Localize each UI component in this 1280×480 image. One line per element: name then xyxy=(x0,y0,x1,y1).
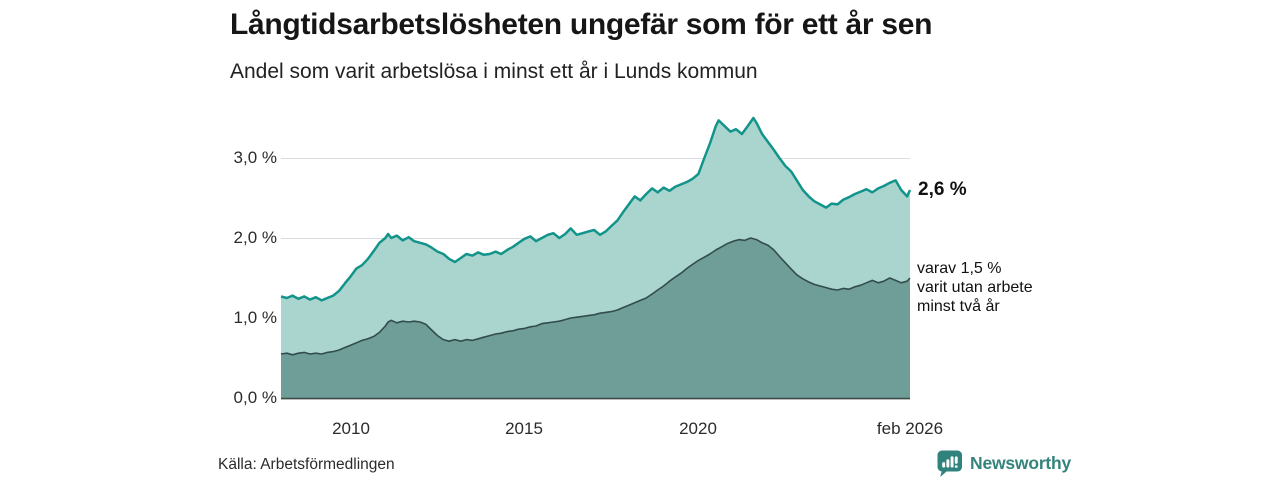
brand-name: Newsworthy xyxy=(970,452,1072,473)
chart-title: Långtidsarbetslösheten ungefär som för e… xyxy=(230,8,933,41)
subset-label-line: varit utan arbete xyxy=(917,279,1033,296)
y-axis-tick-label: 0,0 % xyxy=(233,388,277,407)
newsworthy-brand: Newsworthy xyxy=(936,448,1071,478)
subset-label-line: minst två år xyxy=(917,298,1000,315)
current-value-label-total: 2,6 % xyxy=(918,179,967,200)
y-axis-tick-label: 3,0 % xyxy=(233,148,277,167)
current-value-label-subset: varav 1,5 % varit utan arbete minst två … xyxy=(917,259,1033,316)
area-line-series-1 xyxy=(280,237,911,356)
source-note: Källa: Arbetsförmedlingen xyxy=(218,456,395,473)
x-axis-tick-label: 2015 xyxy=(505,419,543,438)
x-axis-tick-label: 2010 xyxy=(332,419,370,438)
chart-subtitle: Andel som varit arbetslösa i minst ett å… xyxy=(230,60,758,83)
subset-label-line: varav 1,5 % xyxy=(917,260,1002,277)
area-fill-series-1 xyxy=(281,238,910,398)
newsworthy-speech-bubble-bar-chart-icon xyxy=(937,450,962,477)
area-line-series-0 xyxy=(280,116,912,302)
x-axis-tick-label: feb 2026 xyxy=(876,419,944,438)
x-axis-tick-label: 2020 xyxy=(679,419,717,438)
y-axis-tick-label: 2,0 % xyxy=(233,228,277,247)
y-axis-tick-label: 1,0 % xyxy=(233,308,277,327)
